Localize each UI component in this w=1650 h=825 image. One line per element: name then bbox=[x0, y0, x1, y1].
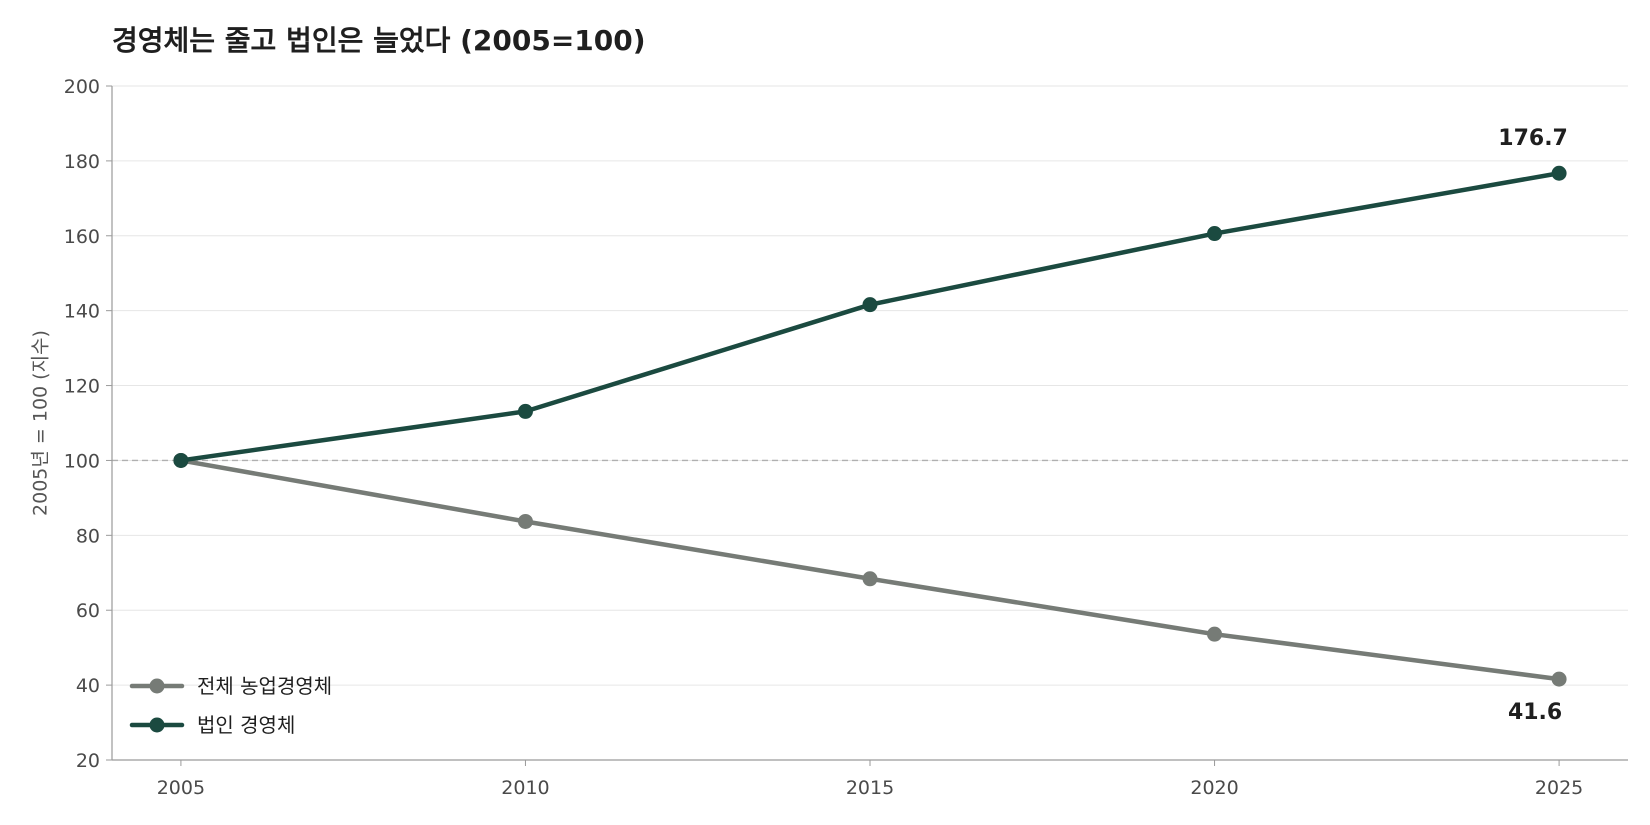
data-point bbox=[1207, 626, 1223, 642]
y-tick-label: 120 bbox=[64, 376, 100, 398]
y-tick-label: 40 bbox=[76, 675, 100, 697]
end-label-corporate: 176.7 bbox=[1498, 126, 1568, 151]
y-tick-label: 160 bbox=[64, 226, 100, 248]
y-axis-ticks: 20 40 60 80 100 120 140 160 180 200 bbox=[64, 76, 112, 772]
y-tick-label: 180 bbox=[64, 151, 100, 173]
data-labels: 41.6 176.7 bbox=[1498, 126, 1568, 725]
data-point bbox=[517, 513, 533, 529]
gridlines bbox=[112, 85, 1628, 686]
y-tick-label: 20 bbox=[76, 750, 100, 772]
legend-swatch-marker bbox=[149, 717, 165, 733]
x-tick-label: 2005 bbox=[157, 777, 205, 799]
y-tick-label: 80 bbox=[76, 525, 100, 547]
series-line-1 bbox=[178, 170, 1562, 463]
y-tick-label: 140 bbox=[64, 301, 100, 323]
series-group bbox=[173, 165, 1567, 687]
legend-swatch-marker bbox=[149, 678, 165, 694]
y-axis-label: 2005년 = 100 (지수) bbox=[30, 330, 52, 516]
end-label-total: 41.6 bbox=[1508, 700, 1562, 725]
x-tick-label: 2020 bbox=[1190, 777, 1238, 799]
data-point bbox=[1207, 226, 1223, 242]
data-point bbox=[862, 571, 878, 587]
data-point bbox=[1551, 671, 1567, 687]
data-point bbox=[1551, 165, 1567, 181]
y-tick-label: 100 bbox=[64, 450, 100, 472]
x-tick-label: 2010 bbox=[501, 777, 549, 799]
data-point bbox=[517, 403, 533, 419]
y-tick-label: 200 bbox=[64, 76, 100, 98]
legend-label: 전체 농업경영체 bbox=[197, 674, 332, 698]
y-tick-label: 60 bbox=[76, 600, 100, 622]
legend-label: 법인 경영체 bbox=[197, 713, 295, 737]
data-point bbox=[862, 297, 878, 313]
chart-title: 경영체는 줄고 법인은 늘었다 (2005=100) bbox=[112, 24, 646, 57]
data-point bbox=[173, 452, 189, 468]
x-axis-ticks: 2005 2010 2015 2020 2025 bbox=[157, 760, 1583, 799]
x-tick-label: 2025 bbox=[1535, 777, 1583, 799]
series-line-0 bbox=[178, 458, 1562, 682]
x-tick-label: 2015 bbox=[846, 777, 894, 799]
